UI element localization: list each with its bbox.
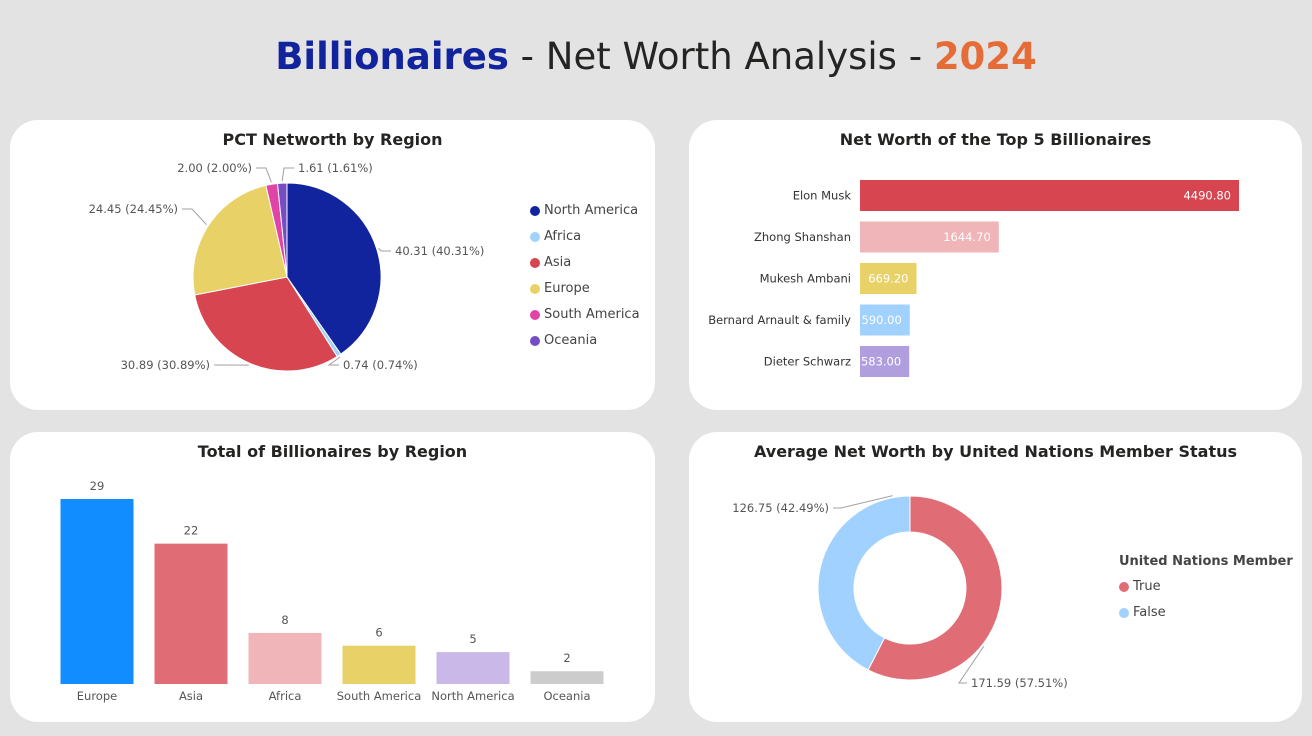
top5-category-label-bernard-arnault-family: Bernard Arnault & family [708,313,851,327]
pie-chart-title: PCT Networth by Region [222,130,443,149]
donut-slice-true[interactable] [867,495,1003,681]
top5-category-label-zhong-shanshan: Zhong Shanshan [754,230,851,244]
count-chart-title: Total of Billionaires by Region [197,442,468,461]
pie-legend-label-europe: Europe [544,281,590,296]
pie-leader-line-europe [182,208,207,226]
pie-data-label-asia: 30.89 (30.89%) [121,358,210,372]
pie-slice-oceania[interactable] [276,182,288,278]
pie-leader-line-south-america [256,167,272,183]
pie-leader-line-africa [327,356,341,366]
count-value-label-north-america: 5 [469,632,476,646]
donut-legend-title: United Nations Member [1119,554,1293,569]
pie-legend-swatch-oceania [530,336,540,346]
donut-legend-label-true: True [1133,579,1161,594]
pie-data-label-south-america: 2.00 (2.00%) [177,161,252,175]
pie-legend-swatch-africa [530,232,540,242]
pie-chart[interactable]: 40.31 (40.31%) 0.74 (0.74%) 30.89 (30.89%)… [10,120,655,410]
pie-legend-label-north-america: North America [544,203,639,218]
pie-slice-europe[interactable] [192,184,288,296]
donut-leader-line-false [833,495,893,509]
count-category-label-asia: Asia [179,689,203,703]
donut-legend-item-true[interactable]: True [1119,574,1293,600]
pie-legend-swatch-asia [530,258,540,268]
page-title: Billionaires - Net Worth Analysis - 2024 [0,30,1312,84]
pie-legend-item-europe[interactable]: Europe [530,276,640,302]
count-bar-oceania[interactable] [530,671,604,684]
top5-bar-zhong-shanshan[interactable] [860,221,999,253]
card-billionaires-count-by-region: Total of Billionaires by Region 29 Europe… [10,432,655,722]
pie-data-label-europe: 24.45 (24.45%) [89,202,178,216]
donut-legend-item-false[interactable]: False [1119,600,1293,626]
top5-value-label-dieter-schwarz: 583.00 [861,355,901,369]
top5-bar-dieter-schwarz[interactable] [860,346,910,377]
pie-legend-item-south-america[interactable]: South America [530,302,640,328]
count-value-label-oceania: 2 [563,651,570,665]
count-bar-asia[interactable] [154,543,228,684]
donut-legend-swatch-false [1119,608,1129,618]
donut-leader-line-true [958,646,985,684]
donut-chart[interactable]: 171.59 (57.51%) 126.75 (42.49%) [689,432,1302,722]
count-bar-europe[interactable] [60,499,134,684]
count-value-label-south-america: 6 [375,626,382,640]
page-title-middle: - Net Worth Analysis - [508,35,934,78]
count-bar-africa[interactable] [248,632,322,684]
donut-legend: United Nations Member True False [1119,550,1293,626]
pie-legend: North America Africa Asia Europe South Ameri… [530,198,640,354]
pie-leader-line-oceania [281,167,294,182]
top5-chart-title: Net Worth of the Top 5 Billionaires [839,130,1152,149]
donut-data-label-true: 171.59 (57.51%) [971,676,1068,690]
donut-legend-swatch-true [1119,582,1129,592]
donut-chart-title: Average Net Worth by United Nations Memb… [753,442,1238,461]
pie-legend-label-asia: Asia [544,255,572,270]
count-bar-north-america[interactable] [436,652,510,684]
donut-slice-false[interactable] [817,495,911,671]
pie-slice-asia[interactable] [194,276,338,372]
top5-bar-chart[interactable]: Elon Musk 4490.80 Zhong Shanshan 1644.70 Muk… [689,120,1302,410]
pie-legend-swatch-south-america [530,310,540,320]
count-bar-chart[interactable]: 29 Europe 22 Asia 8 Africa 6 South America 5 Nort… [10,432,655,722]
donut-data-label-false: 126.75 (42.49%) [732,501,829,515]
card-pct-networth-by-region: PCT Networth by Region 40.31 (40.31%) 0.7… [10,120,655,410]
top5-bar-bernard-arnault-family[interactable] [860,304,910,336]
pie-data-label-oceania: 1.61 (1.61%) [298,161,373,175]
count-value-label-africa: 8 [281,613,288,627]
card-un-member-networth: Average Net Worth by United Nations Memb… [689,432,1302,722]
pie-slice-north-america[interactable] [286,182,382,355]
pie-legend-item-north-america[interactable]: North America [530,198,640,224]
count-category-label-africa: Africa [269,689,302,703]
page-title-year: 2024 [933,35,1037,78]
top5-bar-elon-musk[interactable] [860,180,1239,211]
pie-leader-line-north-america [378,247,391,252]
pie-data-label-north-america: 40.31 (40.31%) [395,244,484,258]
count-category-label-europe: Europe [77,689,117,703]
pie-legend-swatch-europe [530,284,540,294]
count-value-label-asia: 22 [184,524,199,538]
pie-legend-item-asia[interactable]: Asia [530,250,640,276]
count-category-label-north-america: North America [431,689,514,703]
count-category-label-oceania: Oceania [543,689,590,703]
count-category-label-south-america: South America [337,689,422,703]
top5-category-label-dieter-schwarz: Dieter Schwarz [764,355,851,369]
count-bar-south-america[interactable] [342,645,416,684]
pie-data-label-africa: 0.74 (0.74%) [343,358,418,372]
top5-category-label-elon-musk: Elon Musk [793,189,852,203]
count-value-label-europe: 29 [90,479,105,493]
pie-legend-item-oceania[interactable]: Oceania [530,328,640,354]
top5-category-label-mukesh-ambani: Mukesh Ambani [760,272,851,286]
top5-value-label-bernard-arnault-family: 590.00 [862,313,902,327]
top5-bar-mukesh-ambani[interactable] [860,263,917,294]
top5-value-label-zhong-shanshan: 1644.70 [943,230,991,244]
pie-legend-swatch-north-america [530,206,540,216]
card-top5-billionaires: Net Worth of the Top 5 Billionaires Elon… [689,120,1302,410]
pie-legend-item-africa[interactable]: Africa [530,224,640,250]
pie-legend-label-oceania: Oceania [544,333,598,348]
page-title-highlight: Billionaires [275,35,509,78]
top5-value-label-elon-musk: 4490.80 [1183,189,1231,203]
pie-legend-label-south-america: South America [544,307,640,322]
pie-legend-label-africa: Africa [544,229,582,244]
donut-legend-label-false: False [1133,605,1166,620]
top5-value-label-mukesh-ambani: 669.20 [868,272,908,286]
